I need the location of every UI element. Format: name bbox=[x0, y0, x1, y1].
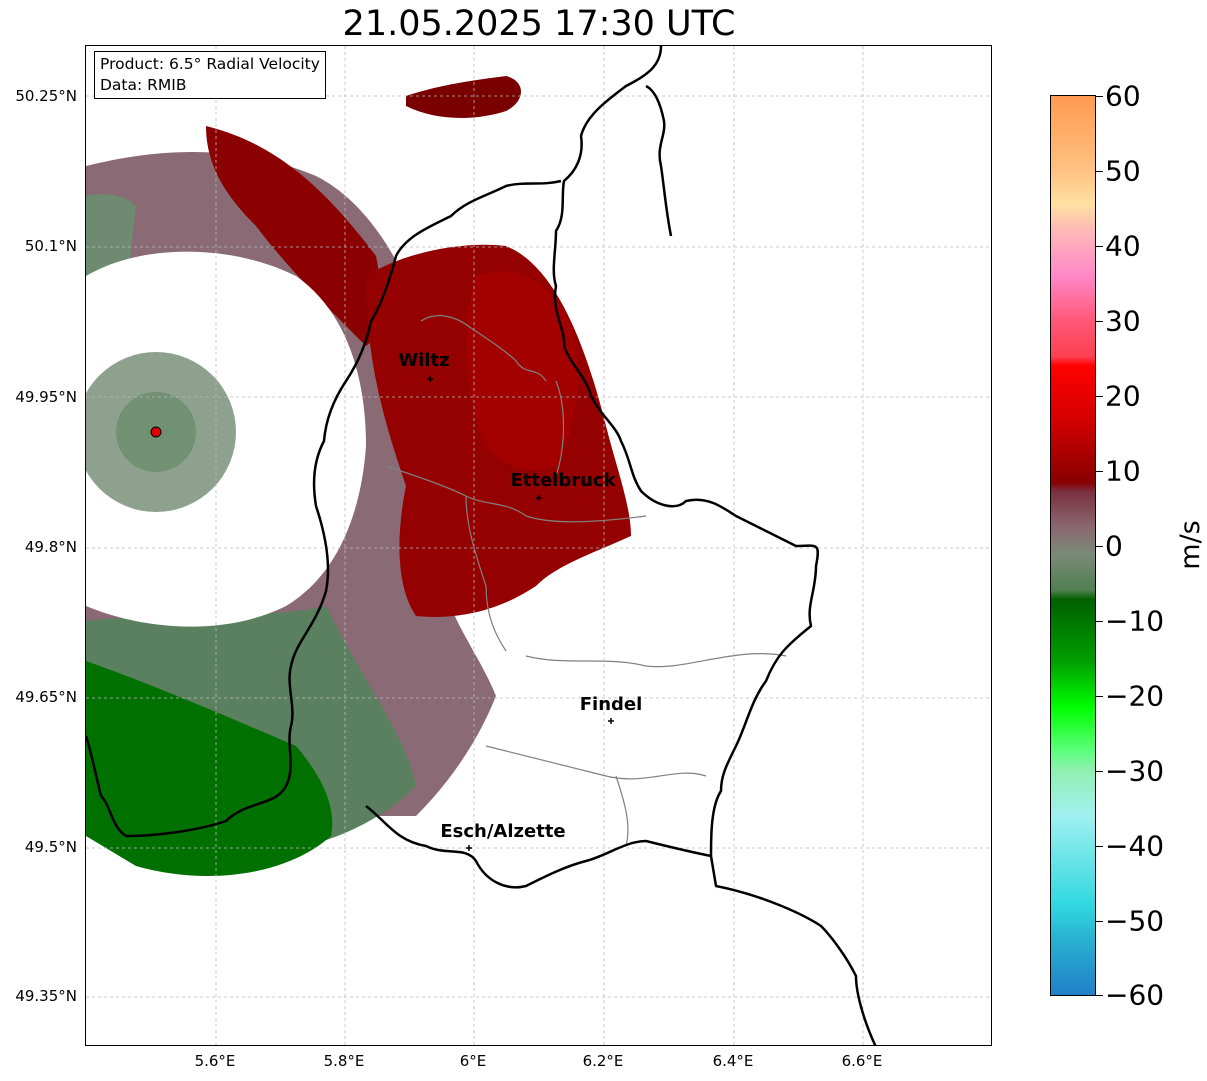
city-markers bbox=[427, 376, 614, 851]
lat-label: 50.1°N bbox=[24, 237, 77, 255]
colorbar-tick: 60 bbox=[1105, 79, 1141, 113]
velocity-area-red-north bbox=[206, 126, 382, 346]
colorbar-tick: 20 bbox=[1105, 379, 1141, 413]
colorbar-tick: −10 bbox=[1105, 604, 1165, 638]
city-label-findel: Findel bbox=[579, 694, 643, 715]
data-source-label: Data: RMIB bbox=[100, 76, 187, 94]
lat-label: 49.65°N bbox=[15, 688, 77, 706]
product-info-box: Product: 6.5° Radial Velocity Data: RMIB bbox=[94, 51, 326, 99]
radar-map[interactable] bbox=[85, 45, 992, 1046]
colorbar-label: m/s bbox=[1175, 520, 1207, 570]
colorbar-tick: 40 bbox=[1105, 229, 1141, 263]
lon-label: 5.6°E bbox=[194, 1052, 236, 1070]
city-marker-findel bbox=[608, 718, 614, 724]
velocity-area-red-core-dark bbox=[466, 271, 579, 470]
colorbar-gradient bbox=[1051, 96, 1095, 995]
map-title: 21.05.2025 17:30 UTC bbox=[342, 4, 736, 44]
lon-label: 6.4°E bbox=[712, 1052, 754, 1070]
city-label-esch: Esch/Alzette bbox=[440, 821, 566, 842]
city-marker-ettelbruck bbox=[536, 495, 542, 501]
colorbar-tick: 0 bbox=[1105, 529, 1123, 563]
radar-map-canvas bbox=[86, 46, 991, 1045]
lat-label: 49.5°N bbox=[24, 838, 77, 856]
colorbar-tick: −40 bbox=[1105, 829, 1165, 863]
lon-label: 6°E bbox=[459, 1052, 487, 1070]
colorbar-tick: −50 bbox=[1105, 904, 1165, 938]
product-label: Product: 6.5° Radial Velocity bbox=[100, 55, 320, 73]
colorbar-tick: 10 bbox=[1105, 454, 1141, 488]
lat-label: 49.35°N bbox=[15, 987, 77, 1005]
lat-label: 49.95°N bbox=[15, 388, 77, 406]
city-marker-wiltz bbox=[427, 376, 433, 382]
lat-label: 49.8°N bbox=[24, 538, 77, 556]
gridlines bbox=[86, 46, 991, 1045]
radar-site-marker bbox=[150, 426, 162, 438]
velocity-area-red-ne-blob bbox=[406, 76, 521, 118]
velocity-area-darkgreen bbox=[86, 661, 333, 876]
lon-label: 6.2°E bbox=[582, 1052, 624, 1070]
lat-label: 50.25°N bbox=[15, 87, 77, 105]
city-label-ettelbruck: Ettelbruck bbox=[510, 470, 616, 491]
colorbar-tick: 30 bbox=[1105, 304, 1141, 338]
city-label-wiltz: Wiltz bbox=[398, 350, 450, 371]
canton-borders bbox=[385, 315, 787, 847]
lon-label: 5.8°E bbox=[323, 1052, 365, 1070]
colorbar bbox=[1050, 95, 1096, 996]
city-marker-esch bbox=[466, 845, 472, 851]
lon-label: 6.6°E bbox=[841, 1052, 883, 1070]
colorbar-tick: −60 bbox=[1105, 978, 1165, 1012]
colorbar-tick: −20 bbox=[1105, 679, 1165, 713]
colorbar-tick: 50 bbox=[1105, 154, 1141, 188]
colorbar-tick: −30 bbox=[1105, 754, 1165, 788]
country-borders bbox=[86, 46, 877, 1045]
